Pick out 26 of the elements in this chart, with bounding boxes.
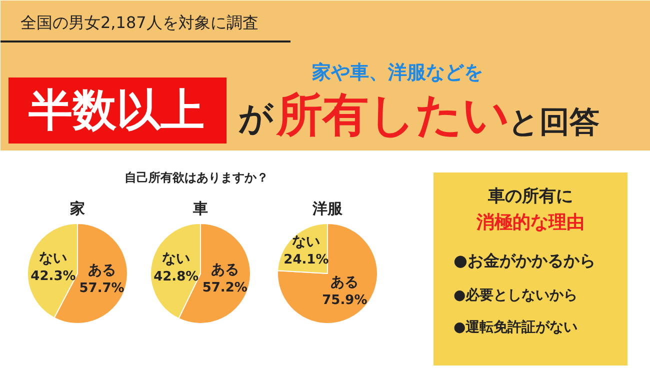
slice-label: ない bbox=[39, 250, 68, 267]
text: ●お金がかかるから bbox=[454, 251, 596, 270]
slice-label: ある bbox=[330, 274, 359, 291]
data-label: 42.3% bbox=[30, 269, 76, 284]
text: ●運転免許証がない bbox=[454, 318, 578, 336]
text: 消極的な理由 bbox=[476, 212, 584, 233]
text: 車の所有に bbox=[487, 186, 573, 206]
data-label: 42.8% bbox=[154, 269, 199, 284]
text: 全国の男女2,187人を対象に調査 bbox=[20, 13, 258, 32]
text: と回答 bbox=[508, 105, 600, 140]
data-label: 57.2% bbox=[202, 280, 248, 296]
text: が bbox=[238, 98, 274, 138]
text: 所有したい bbox=[276, 88, 510, 142]
text: ●必要としないから bbox=[454, 286, 578, 304]
data-label: 75.9% bbox=[322, 293, 368, 308]
slice-label: ない bbox=[162, 250, 190, 267]
slice-label: ある bbox=[88, 262, 116, 278]
chart-title: 家 bbox=[69, 200, 85, 218]
data-label: 57.7% bbox=[79, 280, 124, 296]
chart-title: 洋服 bbox=[312, 200, 344, 218]
slice-label: ある bbox=[210, 262, 239, 278]
slice-label: ない bbox=[292, 234, 320, 250]
text: 半数以上 bbox=[28, 85, 204, 136]
chart-title: 車 bbox=[192, 200, 208, 218]
text: 家や車、洋服などを bbox=[311, 62, 483, 84]
text: 自己所有欲はありますか？ bbox=[124, 170, 268, 184]
